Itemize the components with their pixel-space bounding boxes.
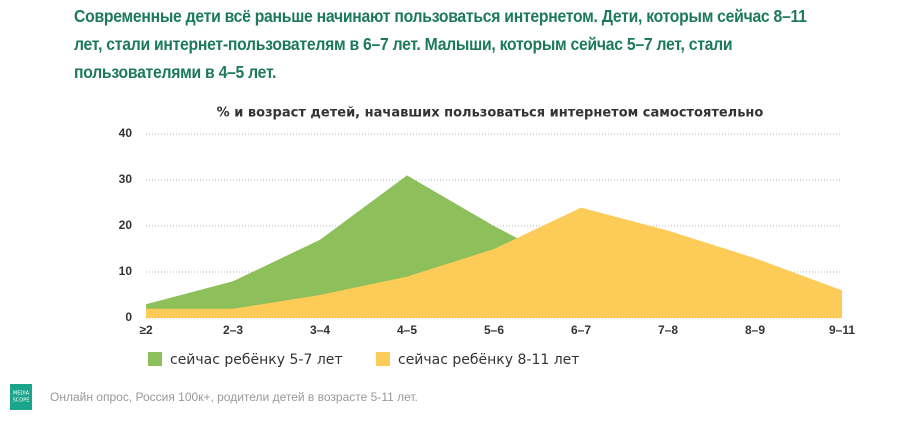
area	[146, 175, 842, 318]
y-tick-label: 0	[125, 310, 132, 324]
x-tick-label: ≥2	[139, 323, 153, 337]
heading: Современные дети всё раньше начинают пол…	[74, 2, 807, 86]
y-tick-label: 40	[119, 126, 133, 140]
legend-label: сейчас ребёнку 5-7 лет	[170, 352, 343, 368]
x-tick-label: 9–11	[829, 323, 855, 337]
y-tick-label: 20	[119, 218, 133, 232]
area	[146, 207, 842, 318]
y-tick-label: 10	[119, 264, 133, 278]
logo-icon	[10, 384, 32, 410]
logo-text: SCOPE	[13, 398, 30, 404]
x-tick-label: 7–8	[658, 323, 678, 337]
heading-line: лет, стали интернет-пользователям в 6–7 …	[74, 34, 733, 54]
legend-swatch	[148, 352, 162, 366]
chart-title: % и возраст детей, начавших пользоваться…	[217, 106, 764, 121]
x-tick-label: 2–3	[223, 323, 243, 337]
legend-label: сейчас ребёнку 8-11 лет	[398, 352, 579, 368]
x-tick-label: 5–6	[484, 323, 504, 337]
x-tick-label: 6–7	[571, 323, 591, 337]
x-tick-label: 8–9	[745, 323, 765, 337]
footer: Онлайн опрос, Россия 100к+, родители дет…	[50, 390, 418, 404]
logo-text: MEDIA	[13, 391, 30, 397]
heading-line: Современные дети всё раньше начинают пол…	[74, 6, 807, 26]
legend-swatch	[376, 352, 390, 366]
y-tick-label: 30	[119, 172, 133, 186]
x-tick-label: 3–4	[310, 323, 330, 337]
x-tick-label: 4–5	[397, 323, 417, 337]
heading-line: пользователями в 4–5 лет.	[74, 62, 277, 82]
